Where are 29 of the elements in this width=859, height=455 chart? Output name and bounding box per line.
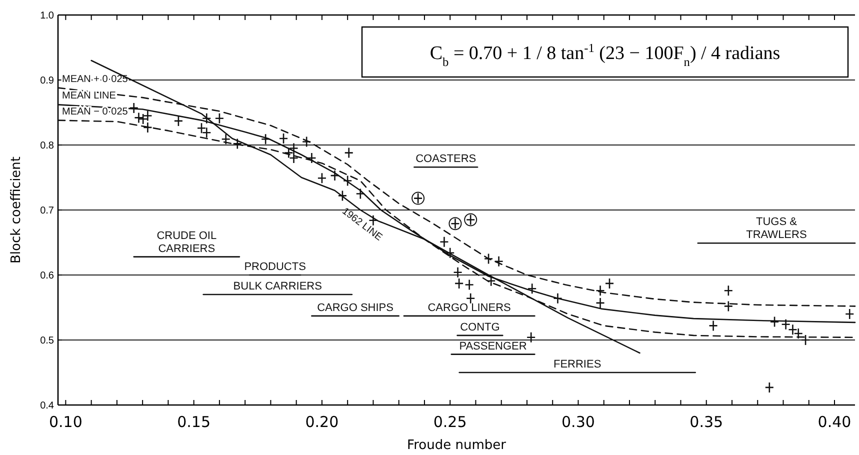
series-label: MEAN − 0·025 xyxy=(62,106,128,118)
series-label: CRUDE OIL CARRIERS xyxy=(156,230,217,255)
series-label: FERRIES xyxy=(553,358,602,370)
series-label: CARGO LINERS xyxy=(428,302,511,314)
y-tick-label: 0.8 xyxy=(40,140,54,152)
series-label: TUGS & TRAWLERS xyxy=(746,216,807,242)
series-label: CARGO SHIPS xyxy=(317,302,394,314)
series-label: MEAN LINE xyxy=(62,90,116,102)
x-tick-label: 0.10 xyxy=(48,413,82,431)
y-tick-label: 0.7 xyxy=(40,206,54,216)
series-label: CONTG xyxy=(460,321,500,334)
y-tick-label: 1.0 xyxy=(40,10,54,22)
series-label: BULK CARRIERS xyxy=(233,280,322,292)
y-tick-label: 0.9 xyxy=(40,76,54,86)
x-tick-label: 0.20 xyxy=(305,413,339,431)
series-label: COASTERS xyxy=(416,153,476,166)
x-tick-label: 0.25 xyxy=(433,413,467,431)
x-tick-label: 0.35 xyxy=(690,413,724,431)
y-axis-title: Block coefficient xyxy=(9,156,24,264)
annotation: C$_{b}$ = 0.70 + 1 / 8 tan$^{-1}$ (23 − 100F$_{n}$) / 4 radians xyxy=(430,41,780,69)
x-tick-label: 0.40 xyxy=(818,413,852,431)
series-label: PASSENGER xyxy=(459,340,527,352)
y-tick-label: 0.4 xyxy=(40,400,54,412)
x-tick-label: 0.15 xyxy=(177,413,211,431)
y-tick-label: 0.5 xyxy=(40,336,54,346)
x-axis-title: Froude number xyxy=(407,438,507,453)
x-tick-label: 0.30 xyxy=(562,413,595,431)
series-label: PRODUCTS xyxy=(244,261,306,273)
y-tick-label: 0.6 xyxy=(40,270,54,282)
